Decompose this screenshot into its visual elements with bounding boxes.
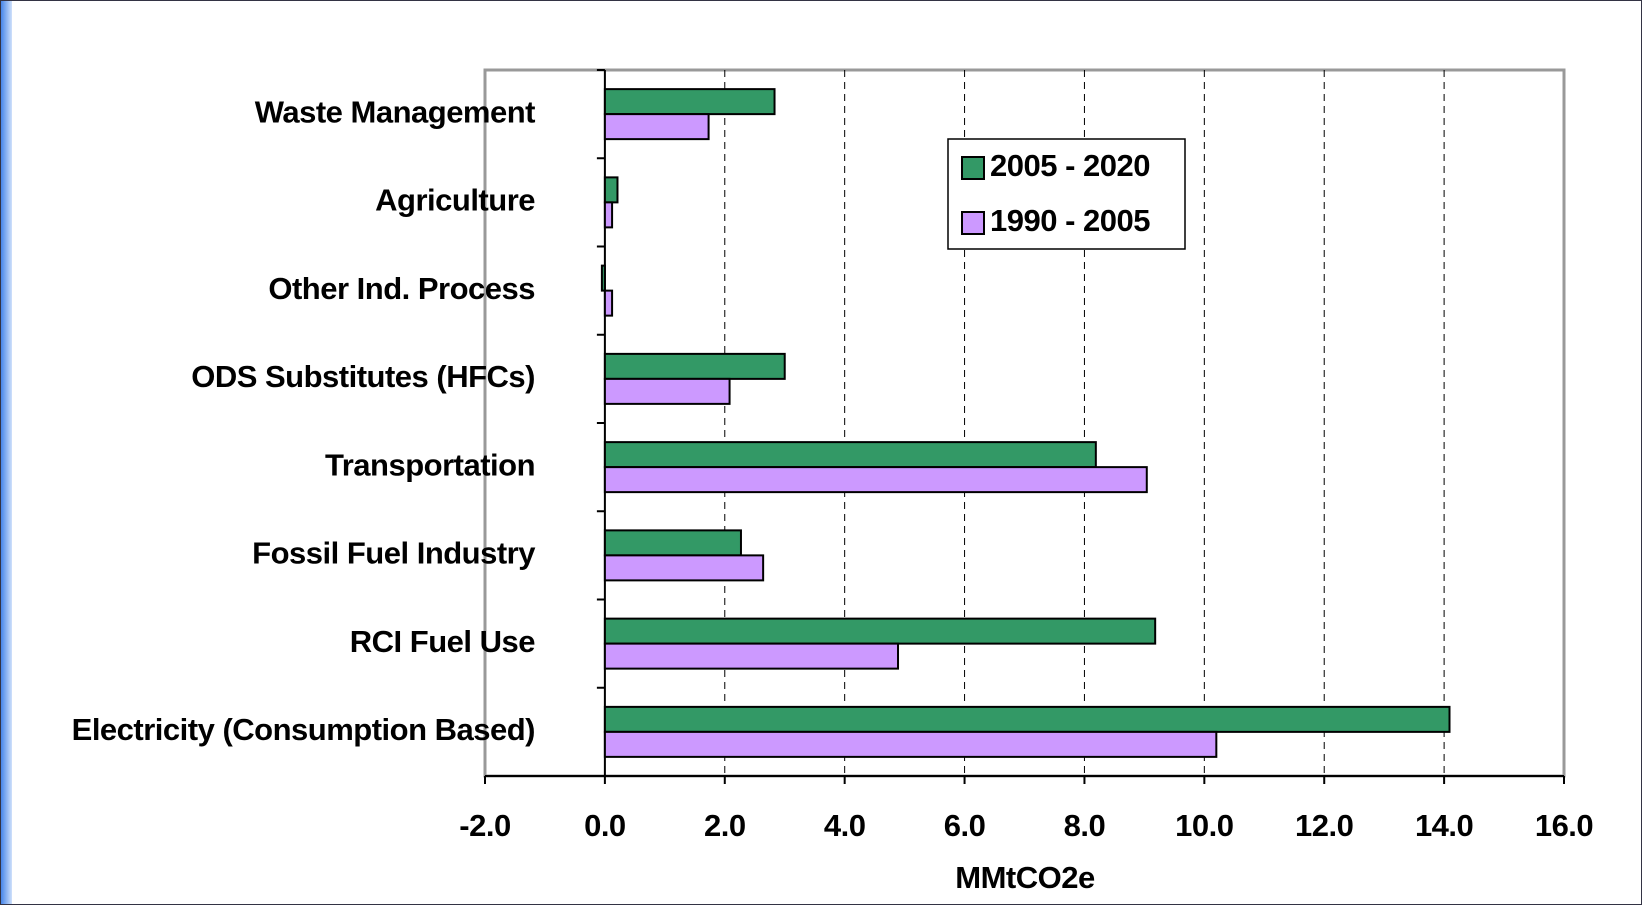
x-tick-label: 2.0 (704, 808, 746, 843)
legend-label: 1990 - 2005 (990, 203, 1150, 238)
x-tick-label: 14.0 (1415, 808, 1473, 843)
bar (603, 642, 900, 670)
category-label: Transportation (325, 447, 535, 482)
bar (603, 113, 710, 141)
bar (603, 377, 731, 405)
bar (603, 289, 614, 317)
category-label: Electricity (Consumption Based) (72, 712, 535, 747)
bar (603, 352, 786, 380)
category-label: Waste Management (255, 94, 535, 129)
x-tick-label: 0.0 (584, 808, 626, 843)
x-tick-label: -2.0 (459, 808, 510, 843)
bar (603, 466, 1148, 494)
bar (603, 730, 1218, 758)
x-tick-label: 4.0 (824, 808, 866, 843)
x-tick-label: 12.0 (1295, 808, 1353, 843)
legend-box (947, 138, 1186, 250)
bar (603, 617, 1157, 645)
legend-swatch (961, 211, 985, 235)
bar (600, 264, 606, 292)
category-label: ODS Substitutes (HFCs) (191, 359, 535, 394)
bar (603, 441, 1097, 469)
bar (603, 201, 614, 229)
side-band (0, 0, 12, 905)
category-label: Agriculture (375, 183, 535, 218)
bar (603, 88, 776, 116)
bar (603, 705, 1451, 733)
x-tick-label: 10.0 (1175, 808, 1233, 843)
x-tick-label: 6.0 (944, 808, 986, 843)
bar (603, 176, 619, 204)
bar (603, 554, 765, 582)
legend-swatch (961, 156, 985, 180)
x-tick-label: 16.0 (1535, 808, 1593, 843)
category-label: RCI Fuel Use (350, 624, 535, 659)
x-axis-label: MMtCO2e (955, 860, 1095, 895)
x-tick-label: 8.0 (1064, 808, 1106, 843)
category-label: Fossil Fuel Industry (252, 536, 536, 571)
legend-label: 2005 - 2020 (990, 148, 1150, 183)
bar (603, 529, 742, 557)
category-label: Other Ind. Process (268, 271, 535, 306)
